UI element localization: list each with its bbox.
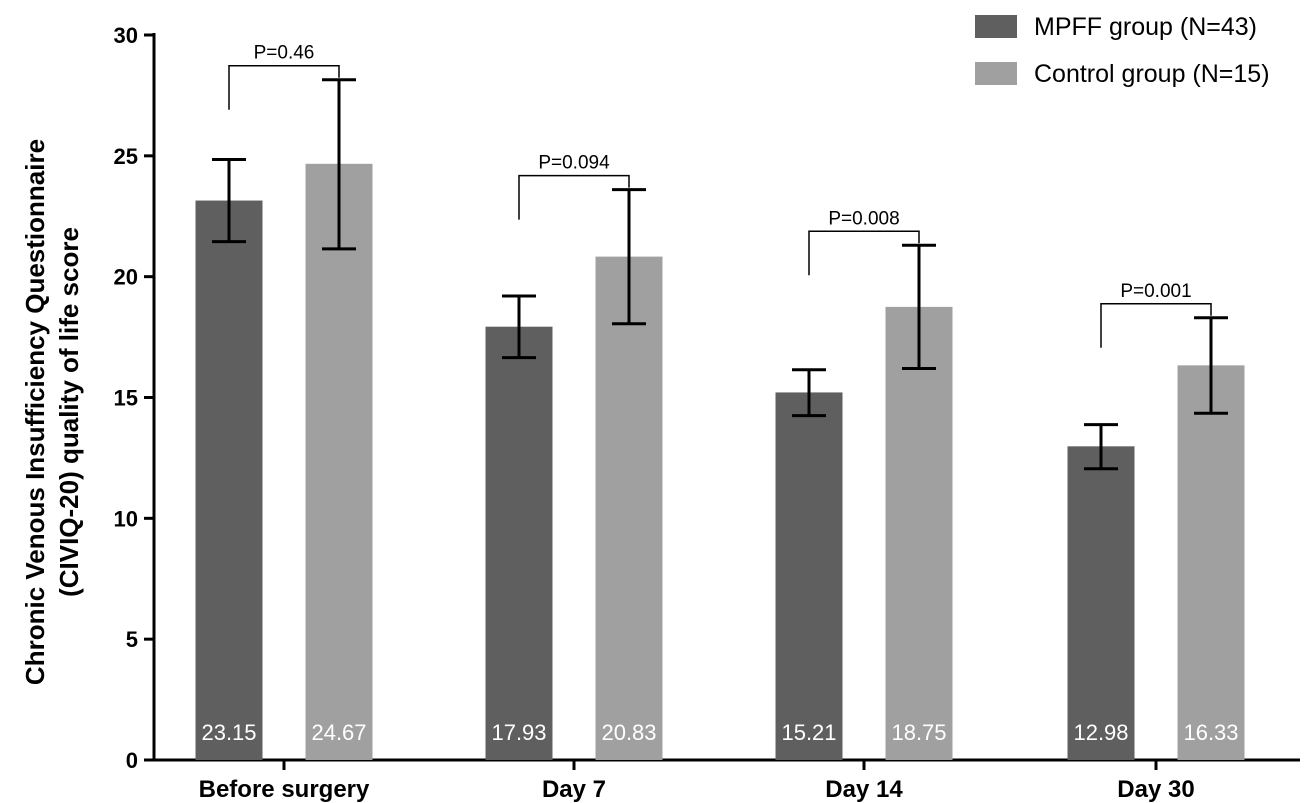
y-tick-label: 0 xyxy=(126,748,138,773)
y-tick-label: 20 xyxy=(114,265,138,290)
legend-swatch xyxy=(975,15,1017,38)
x-tick-label: Day 7 xyxy=(542,776,606,803)
legend-swatch xyxy=(975,62,1017,85)
p-value-bracket xyxy=(228,64,340,110)
y-axis-title-line: (CIVIQ-20) quality of life score xyxy=(54,227,84,597)
x-tick-label: Before surgery xyxy=(199,776,370,803)
data-label: 18.75 xyxy=(891,720,946,745)
data-label: 12.98 xyxy=(1073,720,1128,745)
value-labels: 23.15 17.93 15.21 12.98 24.67 20.83 18.75 16.33 xyxy=(201,720,1238,745)
y-axis-title: Chronic Venous Insufficiency Questionnai… xyxy=(20,139,84,685)
y-tick-label: 30 xyxy=(114,23,138,48)
bar xyxy=(885,306,953,760)
y-tick-label: 5 xyxy=(126,627,138,652)
y-tick-label: 15 xyxy=(114,386,138,411)
error-bars xyxy=(212,78,1228,471)
legend-label: MPFF group (N=43) xyxy=(1034,13,1257,41)
bar xyxy=(775,392,843,760)
y-tick-label: 25 xyxy=(114,144,138,169)
p-value-label: P=0.008 xyxy=(828,208,899,229)
y-axis-title-line: Chronic Venous Insufficiency Questionnai… xyxy=(20,139,50,685)
bar xyxy=(1067,446,1135,760)
legend-label: Control group (N=15) xyxy=(1034,60,1270,88)
bar xyxy=(595,256,663,760)
x-tick-label: Day 14 xyxy=(825,776,903,803)
y-tick-label: 10 xyxy=(114,506,138,531)
bar xyxy=(485,326,553,760)
p-value-bracket xyxy=(808,230,920,276)
p-value-brackets: P=0.46 P=0.094 P=0.008 P=0.001 xyxy=(228,43,1212,348)
legend: MPFF group (N=43) Control group (N=15) xyxy=(975,13,1270,88)
bar xyxy=(305,163,373,760)
bar xyxy=(1177,365,1245,760)
data-label: 23.15 xyxy=(201,720,256,745)
data-label: 17.93 xyxy=(491,720,546,745)
p-value-bracket xyxy=(518,174,630,220)
p-value-label: P=0.46 xyxy=(254,43,315,64)
data-label: 20.83 xyxy=(601,720,656,745)
p-value-label: P=0.094 xyxy=(538,153,610,174)
p-value-bracket xyxy=(1100,303,1212,348)
bar xyxy=(195,200,263,760)
data-label: 16.33 xyxy=(1183,720,1238,745)
x-tick-label: Day 30 xyxy=(1117,776,1194,803)
bars xyxy=(195,163,1245,760)
axes: 0 5 10 15 20 25 30 Before surgery Day 7 Day 14 Day… xyxy=(114,23,1300,803)
data-label: 15.21 xyxy=(781,720,836,745)
p-value-label: P=0.001 xyxy=(1120,281,1191,302)
data-label: 24.67 xyxy=(311,720,366,745)
